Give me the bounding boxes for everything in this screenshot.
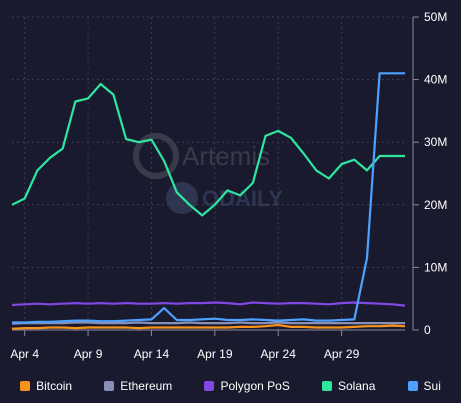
series-line-solana <box>11 82 405 217</box>
legend-label: Sui <box>423 379 441 393</box>
legend-swatch <box>407 381 418 391</box>
y-tick-label: 10M <box>424 260 447 274</box>
series-line-ethereum <box>11 321 405 325</box>
y-tick-label: 50M <box>424 10 447 24</box>
legend-label: Bitcoin <box>36 379 73 393</box>
series-line-polygon-pos <box>11 301 406 307</box>
legend-swatch <box>322 381 332 391</box>
legend-item-polygon-pos[interactable]: Polygon PoS <box>204 379 290 393</box>
x-tick-label: Apr 4 <box>10 347 39 361</box>
legend-label: Solana <box>338 379 376 393</box>
x-tick-label: Apr 29 <box>324 347 360 361</box>
legend-label: Ethereum <box>120 379 173 393</box>
legend-label: Polygon PoS <box>220 379 290 393</box>
series-line-bitcoin <box>11 323 406 330</box>
legend-item-ethereum[interactable]: Ethereum <box>104 379 172 393</box>
y-tick-label: 20M <box>424 198 447 212</box>
x-axis-ticks: Apr 4 Apr 9 Apr 14 Apr 19 Apr 24 Apr 29 <box>10 330 360 361</box>
legend-swatch <box>104 381 115 391</box>
x-tick-label: Apr 9 <box>74 347 103 361</box>
legend-swatch <box>204 381 215 391</box>
watermark-odaily: ODAILY <box>202 186 283 211</box>
y-tick-label: 0 <box>424 323 431 337</box>
series-line-sui <box>12 72 405 324</box>
series-lines <box>11 72 406 330</box>
legend-item-solana[interactable]: Solana <box>322 379 375 393</box>
legend-item-bitcoin[interactable]: Bitcoin <box>20 379 72 393</box>
x-tick-label: Apr 19 <box>197 347 233 361</box>
x-tick-label: Apr 14 <box>134 347 170 361</box>
y-tick-label: 30M <box>424 135 447 149</box>
y-axis-ticks: 0 10M 20M 30M 40M 50M <box>413 10 447 337</box>
legend-item-sui[interactable]: Sui <box>407 379 441 393</box>
gridlines <box>12 16 414 331</box>
x-tick-label: Apr 24 <box>261 347 297 361</box>
watermark-artemis: Artemis <box>182 141 270 171</box>
legend-swatch <box>20 381 31 391</box>
legend: Bitcoin Ethereum Polygon PoS Solana Sui <box>0 374 461 398</box>
y-tick-label: 40M <box>424 73 447 87</box>
